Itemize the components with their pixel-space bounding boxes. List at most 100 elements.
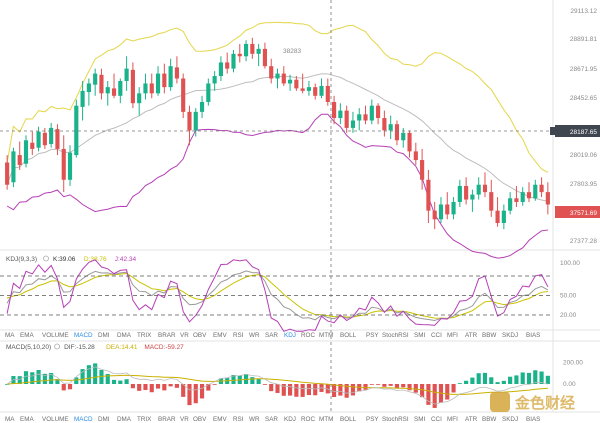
tab-mtm[interactable]: MTM xyxy=(319,332,333,339)
tab-stochrsi[interactable]: StochRSI xyxy=(382,416,409,423)
tab-trix[interactable]: TRIX xyxy=(137,332,152,339)
tab-sar[interactable]: SAR xyxy=(265,416,278,423)
macd-bar xyxy=(256,378,261,384)
tab-volume[interactable]: VOLUME xyxy=(42,332,69,339)
crosshair: 28187.65 xyxy=(0,0,600,412)
grid xyxy=(0,0,600,413)
tab-vr[interactable]: VR xyxy=(180,416,189,423)
macd-bar xyxy=(269,384,274,392)
candle-body xyxy=(319,85,324,96)
macd-bar xyxy=(476,373,481,384)
macd-bar xyxy=(470,377,475,384)
tab-macd[interactable]: MACD xyxy=(74,332,93,339)
candle-body xyxy=(80,90,85,107)
tab-ma[interactable]: MA xyxy=(5,416,15,423)
candle-body xyxy=(105,87,110,94)
candle-body xyxy=(130,69,135,104)
tab-skdj[interactable]: SKDJ xyxy=(502,332,518,339)
tab-obv[interactable]: OBV xyxy=(193,332,207,339)
tab-boll[interactable]: BOLL xyxy=(340,416,357,423)
macd-bar xyxy=(388,384,393,386)
last-price-box xyxy=(555,206,600,218)
tab-boll[interactable]: BOLL xyxy=(340,332,357,339)
candle-body xyxy=(363,114,368,121)
candle-body xyxy=(193,111,198,131)
tab-smi[interactable]: SMI xyxy=(414,332,425,339)
tab-skdj[interactable]: SKDJ xyxy=(502,416,518,423)
tab-macd[interactable]: MACD xyxy=(74,416,93,423)
tab-psy[interactable]: PSY xyxy=(366,416,379,423)
tab-emv[interactable]: EMV xyxy=(213,416,227,423)
tab-sar[interactable]: SAR xyxy=(265,332,278,339)
price-panel: 29113.1228891.8128671.9528452.6528233.64… xyxy=(5,8,600,259)
tab-cci[interactable]: CCI xyxy=(431,416,442,423)
tab-psy[interactable]: PSY xyxy=(366,332,379,339)
macd-bar xyxy=(363,384,368,390)
tab-roc[interactable]: ROC xyxy=(301,416,315,423)
tab-roc[interactable]: ROC xyxy=(301,332,315,339)
tab-obv[interactable]: OBV xyxy=(193,416,207,423)
candle-body xyxy=(482,184,488,193)
candle-body xyxy=(168,66,173,88)
candle-body xyxy=(413,151,418,161)
macd-bar xyxy=(495,382,500,384)
macd-bar xyxy=(344,384,349,398)
candle-body xyxy=(451,202,456,215)
tab-smi[interactable]: SMI xyxy=(414,416,425,423)
tab-ma[interactable]: MA xyxy=(5,332,15,339)
tab-bias[interactable]: BIAS xyxy=(526,416,540,423)
tab-wr[interactable]: WR xyxy=(249,416,260,423)
tab-mfi[interactable]: MFI xyxy=(447,332,458,339)
tab-bias[interactable]: BIAS xyxy=(526,332,540,339)
tab-vr[interactable]: VR xyxy=(180,332,189,339)
tab-volume[interactable]: VOLUME xyxy=(42,416,69,423)
tab-kdj[interactable]: KDJ xyxy=(284,416,296,423)
macd-bar xyxy=(464,380,469,384)
candle-body xyxy=(124,68,129,81)
indicator-tab-bar-bottom[interactable]: MA EMA VOLUME MACD DMI DMA TRIX BRAR VR OBV EMV RSI… xyxy=(5,416,540,423)
kdj-legend-item: K:39.06 xyxy=(53,256,76,263)
tab-cci[interactable]: CCI xyxy=(431,332,442,339)
candle-body xyxy=(539,184,544,193)
macd-bar xyxy=(275,384,280,393)
candle-body xyxy=(42,132,47,146)
tab-dma[interactable]: DMA xyxy=(117,416,132,423)
kdj-legend: KDJ(9,3,3) K:39.06 D:38.76 J:42.34 xyxy=(6,255,137,263)
tab-bbw[interactable]: BBW xyxy=(482,332,496,339)
tab-stochrsi[interactable]: StochRSI xyxy=(382,332,409,339)
candle-body xyxy=(300,88,305,91)
tab-rsi[interactable]: RSI xyxy=(233,332,244,339)
tab-wr[interactable]: WR xyxy=(249,332,260,339)
tab-dma[interactable]: DMA xyxy=(117,332,132,339)
tab-atr[interactable]: ATR xyxy=(465,332,478,339)
candle-body xyxy=(382,118,387,131)
tab-rsi[interactable]: RSI xyxy=(233,416,244,423)
candle-body xyxy=(17,155,22,165)
tab-mfi[interactable]: MFI xyxy=(447,416,458,423)
candle-body xyxy=(526,192,532,199)
macd-bar xyxy=(545,375,550,384)
tab-brar[interactable]: BRAR xyxy=(158,416,176,423)
indicator-tab-bar[interactable]: MA EMA VOLUME MACD DMI DMA TRIX BRAR VR OBV EMV RSI… xyxy=(5,332,540,339)
tab-dmi[interactable]: DMI xyxy=(98,332,110,339)
candle-body xyxy=(174,67,179,79)
tab-emv[interactable]: EMV xyxy=(213,332,227,339)
macd-bar xyxy=(193,384,198,404)
tab-mtm[interactable]: MTM xyxy=(319,416,333,423)
tab-ema[interactable]: EMA xyxy=(20,416,34,423)
tab-atr[interactable]: ATR xyxy=(465,416,478,423)
macd-bar xyxy=(168,384,173,387)
macd-bar xyxy=(42,373,47,384)
tab-trix[interactable]: TRIX xyxy=(137,416,152,423)
boll-lower-line xyxy=(6,113,548,259)
macd-bar xyxy=(369,384,374,385)
tab-kdj[interactable]: KDJ xyxy=(284,332,296,339)
macd-bar xyxy=(313,384,318,396)
tab-dmi[interactable]: DMI xyxy=(98,416,110,423)
tab-bbw[interactable]: BBW xyxy=(482,416,496,423)
candle-body xyxy=(401,132,406,141)
tab-ema[interactable]: EMA xyxy=(20,332,34,339)
macd-bar xyxy=(74,377,79,384)
tab-brar[interactable]: BRAR xyxy=(158,332,176,339)
candle-body xyxy=(514,198,519,203)
